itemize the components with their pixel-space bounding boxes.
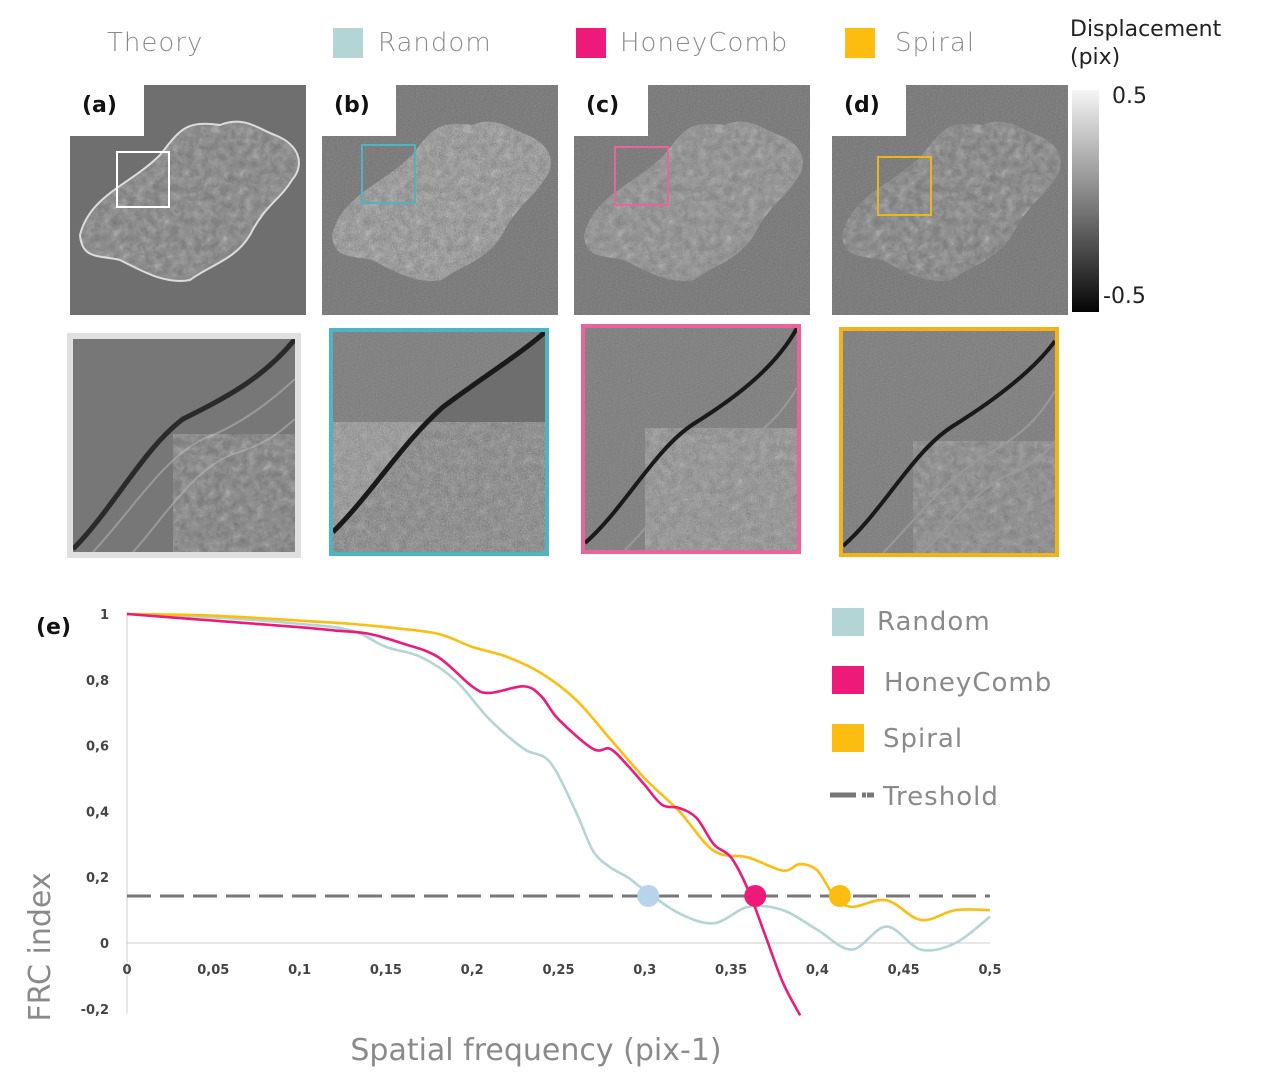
chart-legend-honeycomb-swatch — [832, 666, 864, 694]
panel-b-image — [322, 85, 558, 315]
x-tick-label: 0,25 — [542, 963, 574, 978]
legend-random-label: Random — [378, 28, 492, 58]
colorbar — [1072, 90, 1099, 312]
legend-random-swatch — [333, 28, 363, 58]
frc-plot-area: 1 0,8 0,6 0,4 0,2 0 -0,2 0 0,05 0,1 0,15 0,2 0,25 0,3… — [81, 608, 1002, 1018]
chart-legend-random-label: Random — [877, 607, 991, 637]
colorbar-title: Displacement (pix) — [1070, 16, 1221, 72]
x-tick-label: 0,2 — [461, 963, 484, 978]
y-tick-label: 0 — [100, 937, 109, 952]
colorbar-title-line2: (pix) — [1070, 45, 1121, 70]
y-axis-title: FRC index — [23, 872, 58, 1021]
legend-spiral-swatch — [845, 28, 875, 58]
panel-d-zoom-box — [877, 156, 932, 216]
x-tick-label: 0,45 — [888, 963, 920, 978]
y-tick-label: 0,8 — [86, 674, 109, 689]
chart-legend-random-swatch — [832, 608, 864, 636]
colorbar-title-line1: Displacement — [1070, 17, 1222, 42]
x-tick-label: 0,15 — [370, 963, 402, 978]
x-tick-label: 0,35 — [715, 963, 747, 978]
panel-a-label: (a) — [70, 85, 144, 136]
x-tick-label: 0,5 — [978, 963, 1001, 978]
panel-a-zoom-box — [116, 151, 170, 208]
x-tick-label: 0,05 — [197, 963, 229, 978]
series-honeycomb-line — [126, 612, 802, 1016]
panel-c-honeycomb: (c) — [574, 85, 810, 315]
legend-spiral-label: Spiral — [895, 28, 976, 58]
panel-a-theory: (a) — [70, 85, 306, 315]
x-tick-label: 0,1 — [288, 963, 311, 978]
crossing-marker-random — [637, 884, 660, 907]
y-tick-label: -0,2 — [81, 1003, 109, 1018]
series-spiral-line — [126, 612, 991, 922]
frc-chart: (e) 1 0,8 0,6 0,4 0,2 0 -0,2 0 0,05 0,1 0,15 0,2 0,2… — [23, 607, 1052, 1068]
crossing-marker-spiral — [828, 884, 851, 907]
panel-c-zoom-box — [614, 146, 669, 206]
zoom-honeycomb — [581, 324, 801, 554]
y-tick-label: 1 — [100, 608, 109, 623]
chart-legend-honeycomb-label: HoneyComb — [884, 668, 1052, 698]
panel-c-image — [574, 85, 810, 315]
legend-honeycomb-label: HoneyComb — [620, 28, 789, 58]
panel-b-label: (b) — [322, 85, 396, 136]
colorbar-min-label: -0.5 — [1103, 284, 1146, 309]
chart-legend-spiral-swatch — [832, 724, 864, 752]
y-tick-label: 0,4 — [86, 805, 109, 820]
zoom-spiral — [839, 327, 1059, 557]
x-tick-label: 0,3 — [633, 963, 656, 978]
zoom-random-image — [333, 332, 545, 552]
chart-legend-threshold-label: Treshold — [882, 782, 999, 812]
panel-e-label: (e) — [36, 615, 71, 640]
zoom-theory — [67, 333, 301, 558]
panel-b-zoom-box — [361, 144, 416, 204]
crossing-marker-honeycomb — [744, 884, 767, 907]
panel-d-image — [832, 85, 1068, 315]
x-tick-label: 0 — [122, 963, 131, 978]
y-tick-label: 0,2 — [86, 871, 109, 886]
zoom-honeycomb-image — [585, 328, 797, 550]
x-tick-label: 0,4 — [806, 963, 829, 978]
panel-c-label: (c) — [574, 85, 648, 136]
panel-a-image — [70, 85, 306, 315]
colorbar-max-label: 0.5 — [1112, 84, 1147, 109]
y-tick-label: 0,6 — [86, 740, 109, 755]
chart-legend-spiral-label: Spiral — [883, 724, 963, 754]
panel-d-label: (d) — [832, 85, 906, 136]
legend-theory-label: Theory — [107, 28, 204, 58]
x-axis-title: Spatial frequency (pix-1) — [350, 1033, 721, 1068]
series-random-line — [126, 612, 991, 952]
legend-honeycomb-swatch — [576, 28, 606, 58]
zoom-theory-image — [73, 339, 295, 552]
panel-d-spiral: (d) — [832, 85, 1068, 315]
zoom-random — [329, 328, 549, 556]
zoom-spiral-image — [843, 331, 1055, 553]
panel-b-random: (b) — [322, 85, 558, 315]
